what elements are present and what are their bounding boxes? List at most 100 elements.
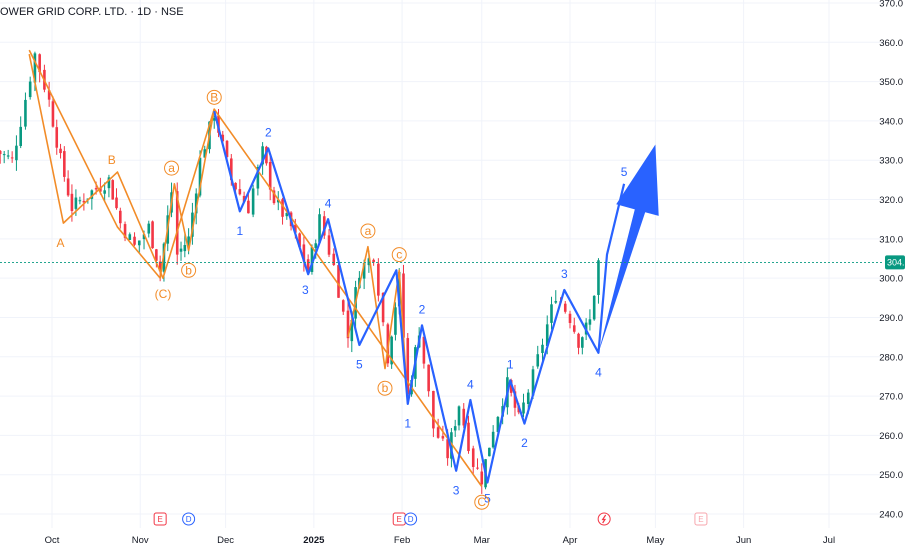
candle-body bbox=[187, 236, 190, 246]
dividend-icon[interactable] bbox=[182, 512, 196, 526]
y-tick-label: 370.0 bbox=[879, 0, 903, 10]
time-axis[interactable]: Oct Nov Dec 2025 Feb Mar Apr May Jun Jul bbox=[45, 535, 835, 546]
candle-body bbox=[212, 118, 216, 121]
earnings-letter: E bbox=[157, 515, 162, 524]
wave-label-blue: 1 bbox=[237, 224, 244, 238]
candle-body bbox=[55, 127, 59, 148]
y-tick-label: 250.0 bbox=[879, 470, 903, 481]
earnings-letter: E bbox=[698, 515, 703, 524]
y-tick-label: 280.0 bbox=[879, 352, 903, 363]
candle-body bbox=[38, 54, 41, 73]
candle-body bbox=[19, 126, 22, 146]
dividend-icon[interactable] bbox=[404, 512, 418, 526]
candle-body bbox=[545, 324, 549, 346]
candle-body bbox=[194, 193, 198, 214]
candle-body bbox=[107, 177, 111, 189]
candle-body bbox=[294, 224, 297, 233]
wave-label-circle bbox=[206, 89, 222, 105]
candle-body bbox=[128, 234, 132, 240]
candle-body bbox=[496, 416, 500, 432]
candle-body bbox=[350, 320, 354, 342]
wave-label-blue: 4 bbox=[595, 365, 602, 379]
candle-body bbox=[362, 262, 366, 279]
candle-body bbox=[111, 180, 115, 200]
candle-body bbox=[268, 162, 272, 190]
candle-body bbox=[314, 243, 318, 249]
candle-body bbox=[142, 234, 146, 240]
x-tick-label: Apr bbox=[563, 535, 578, 546]
x-tick-label: Oct bbox=[45, 535, 60, 546]
earnings-icon[interactable] bbox=[694, 512, 708, 526]
dividend-letter: D bbox=[186, 515, 192, 524]
candle-body bbox=[332, 253, 336, 266]
wave-label-blue: 3 bbox=[453, 483, 460, 497]
bullish-arrow bbox=[598, 144, 659, 353]
candle-body bbox=[137, 240, 141, 246]
candle-body bbox=[310, 247, 314, 272]
price-tag: 304. bbox=[885, 255, 905, 270]
wave-label-blue: 2 bbox=[521, 436, 528, 450]
wave-label-blue: 5 bbox=[356, 358, 363, 372]
chart-grid bbox=[0, 0, 884, 528]
candle-body bbox=[115, 197, 118, 209]
lightning-icon bbox=[601, 514, 607, 524]
wave-label-circle bbox=[474, 494, 490, 510]
candle-body bbox=[406, 338, 410, 395]
candle-body bbox=[28, 81, 32, 98]
wave-label-blue: 3 bbox=[561, 267, 568, 281]
y-tick-label: 340.0 bbox=[879, 116, 903, 127]
candle-body bbox=[346, 310, 350, 339]
candle-body bbox=[59, 148, 62, 154]
candle-body bbox=[322, 216, 326, 236]
candle-body bbox=[51, 101, 55, 127]
candle-body bbox=[480, 471, 484, 485]
wave-blue-impulse bbox=[213, 110, 626, 484]
candle-body bbox=[99, 187, 102, 192]
candle-body bbox=[256, 167, 260, 189]
candle-body bbox=[592, 295, 596, 320]
x-tick-label: Mar bbox=[474, 535, 490, 546]
candle-body bbox=[467, 422, 470, 452]
candle-body bbox=[133, 236, 136, 245]
candle-body bbox=[183, 245, 187, 252]
wave-label-blue: 3 bbox=[302, 283, 309, 297]
candlestick-series bbox=[0, 51, 600, 494]
wave-label-blue: 4 bbox=[467, 377, 474, 391]
x-tick-label: Dec bbox=[217, 535, 234, 546]
candle-body bbox=[563, 303, 567, 312]
wave-label-blue: 1 bbox=[507, 358, 514, 372]
y-tick-label: 320.0 bbox=[879, 195, 903, 206]
candle-body bbox=[247, 200, 250, 214]
wave-label-circle bbox=[391, 247, 407, 263]
candle-body bbox=[261, 146, 264, 165]
candle-body bbox=[422, 336, 426, 364]
wave-label-blue: 5 bbox=[621, 165, 628, 179]
dividend-letter: D bbox=[408, 515, 414, 524]
wave-label-orange: B bbox=[108, 153, 116, 167]
candle-body bbox=[457, 406, 461, 426]
y-tick-label: 350.0 bbox=[879, 77, 903, 88]
wave-label-blue: 2 bbox=[265, 126, 272, 140]
price-axis[interactable]: 240.0 250.0 260.0 270.0 280.0 290.0 300.0 310.0… bbox=[879, 0, 903, 521]
candle-body bbox=[82, 200, 86, 203]
candle-body bbox=[577, 333, 580, 348]
candle-body bbox=[74, 197, 78, 209]
candle-body bbox=[488, 447, 491, 457]
candle-body bbox=[251, 188, 255, 215]
earnings-icon[interactable] bbox=[153, 512, 167, 526]
candle-body bbox=[597, 260, 600, 295]
wave-orange-inner-1 bbox=[28, 49, 216, 279]
candle-body bbox=[550, 304, 553, 323]
candle-body bbox=[0, 150, 2, 155]
candle-body bbox=[522, 402, 525, 414]
candle-body bbox=[581, 337, 584, 348]
wave-label-circle bbox=[360, 223, 376, 239]
candle-body bbox=[24, 99, 27, 127]
candle-body bbox=[491, 431, 495, 448]
candle-body bbox=[179, 248, 183, 252]
candle-body bbox=[119, 210, 122, 224]
y-tick-label: 310.0 bbox=[879, 234, 903, 245]
candle-body bbox=[427, 364, 430, 392]
